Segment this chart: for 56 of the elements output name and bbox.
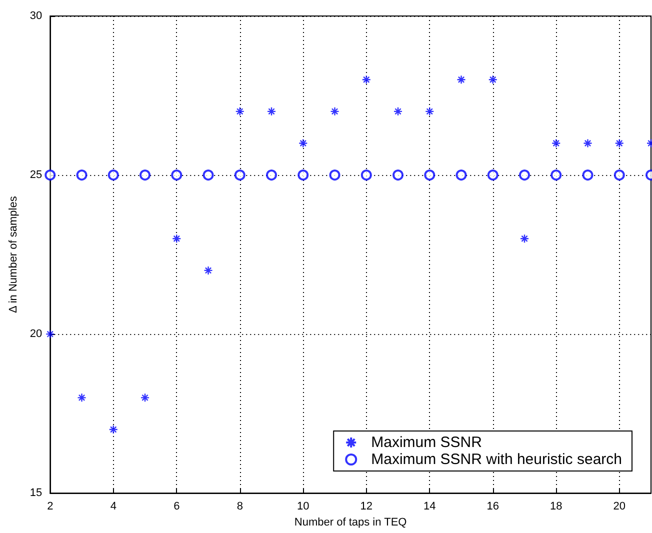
x-tick-label: 8 — [236, 500, 243, 513]
point — [519, 170, 530, 181]
point — [487, 170, 498, 181]
point — [77, 393, 86, 402]
point — [456, 75, 466, 84]
point — [614, 170, 625, 181]
y-tick-label: 15 — [30, 487, 42, 500]
point — [108, 170, 119, 181]
point — [235, 106, 244, 116]
y-tick-label: 25 — [30, 169, 42, 182]
x-tick-label: 2 — [47, 500, 54, 513]
point — [171, 170, 182, 181]
point — [552, 138, 561, 148]
x-tick-label: 16 — [486, 500, 500, 513]
point — [392, 170, 404, 181]
x-tick-label: 14 — [424, 500, 436, 513]
point — [76, 170, 88, 181]
x-tick-label: 10 — [297, 500, 310, 513]
point — [520, 234, 530, 244]
legend-label: Maximum SSNR — [371, 434, 482, 451]
point — [140, 170, 151, 181]
point — [425, 106, 434, 116]
point — [108, 424, 118, 434]
point — [172, 234, 182, 244]
point — [550, 170, 562, 181]
point — [298, 170, 309, 181]
point — [329, 170, 340, 181]
y-tick-label: 30 — [30, 10, 42, 22]
x-tick-label: 18 — [550, 500, 562, 513]
point — [424, 170, 436, 181]
point — [44, 170, 56, 181]
point — [488, 75, 498, 84]
point — [298, 138, 308, 148]
point — [614, 138, 624, 148]
x-tick-label: 4 — [110, 500, 116, 513]
point — [330, 106, 340, 116]
point — [393, 106, 403, 116]
point — [202, 170, 214, 181]
x-tick-label: 6 — [174, 500, 180, 513]
point — [140, 393, 150, 402]
point — [266, 106, 276, 116]
point — [234, 170, 246, 181]
point — [456, 170, 467, 181]
point — [362, 75, 371, 84]
x-axis-title: Number of taps in TEQ — [294, 516, 408, 528]
y-axis-title: Δ in Number of samples — [8, 196, 20, 313]
point — [46, 329, 55, 339]
y-tick-label: 20 — [30, 328, 42, 340]
point — [204, 266, 213, 276]
x-tick-label: 12 — [360, 500, 373, 513]
x-tick-label: 20 — [613, 500, 626, 513]
point — [583, 138, 592, 148]
point — [360, 170, 372, 181]
legend-label: Maximum SSNR with heuristic search — [371, 451, 622, 468]
point — [582, 170, 594, 181]
point — [266, 170, 278, 181]
